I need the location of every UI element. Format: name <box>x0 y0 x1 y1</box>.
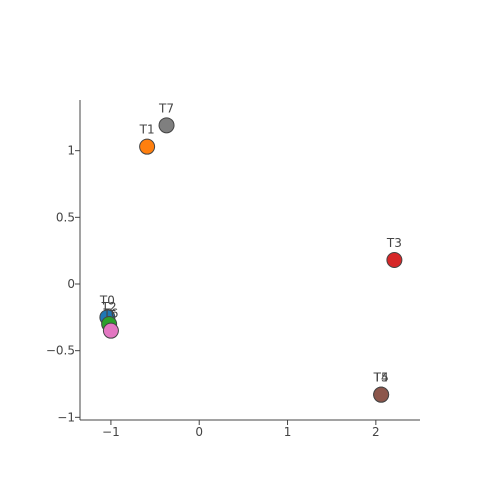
data-point-label: T6 <box>102 307 118 321</box>
y-tick-label: 1 <box>67 144 75 158</box>
data-point <box>158 117 175 134</box>
data-point-label: T3 <box>386 236 402 250</box>
data-point <box>373 386 390 403</box>
y-tick-label: 0.5 <box>56 210 75 224</box>
y-tick-label: −0.5 <box>46 344 75 358</box>
y-tick-label: −1 <box>57 410 75 424</box>
x-tick-label: 0 <box>195 425 203 439</box>
x-tick-label: 1 <box>284 425 292 439</box>
data-point-label: T5 <box>373 371 389 385</box>
data-point-label: T2 <box>101 300 117 314</box>
data-point-label: T7 <box>158 101 174 115</box>
x-tick-label: −1 <box>102 425 120 439</box>
data-point <box>386 252 403 268</box>
x-tick-label: 2 <box>372 425 380 439</box>
data-point-label: T4 <box>373 371 389 385</box>
data-point-label: T1 <box>139 123 155 137</box>
data-point <box>102 322 119 339</box>
y-tick-label: 0 <box>67 277 75 291</box>
data-point <box>139 138 156 155</box>
data-point-label: T0 <box>99 293 115 307</box>
axes: −1 0 1 2 −1 −0.5 0 0.5 1 <box>46 100 420 439</box>
